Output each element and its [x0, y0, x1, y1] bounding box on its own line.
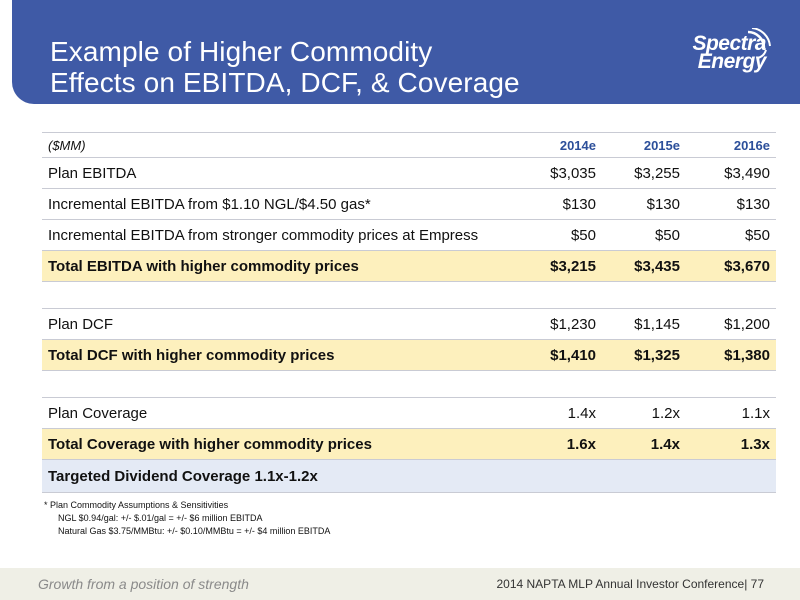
table-header-row: ($MM) 2014e 2015e 2016e [42, 132, 776, 158]
cell-value: $3,490 [686, 157, 776, 189]
cell-value: $1,380 [686, 339, 776, 371]
table-row-incremental-ebitda-ngl-gas: Incremental EBITDA from $1.10 NGL/$4.50 … [42, 188, 776, 220]
column-header-2016e: 2016e [686, 132, 776, 158]
table-spacer-row [42, 370, 776, 398]
footnote-line-2: NGL $0.94/gal: +/- $.01/gal = +/- $6 mil… [58, 513, 263, 523]
column-header-2015e: 2015e [602, 132, 686, 158]
row-label: Plan EBITDA [42, 157, 518, 189]
spectra-energy-logo: Spectra Energy [674, 28, 774, 80]
row-label: Plan DCF [42, 308, 518, 340]
cell-value: $3,670 [686, 250, 776, 282]
financial-table: ($MM) 2014e 2015e 2016e Plan EBITDA $3,0… [42, 132, 776, 493]
row-label: Targeted Dividend Coverage 1.1x-1.2x [42, 459, 776, 493]
cell-value: $1,410 [518, 339, 602, 371]
footnote: * Plan Commodity Assumptions & Sensitivi… [44, 499, 330, 538]
row-label: Total DCF with higher commodity prices [42, 339, 518, 371]
table-row-total-ebitda: Total EBITDA with higher commodity price… [42, 250, 776, 282]
table-row-plan-dcf: Plan DCF $1,230 $1,145 $1,200 [42, 308, 776, 340]
cell-value: 1.4x [518, 397, 602, 429]
conference-page-number: 2014 NAPTA MLP Annual Investor Conferenc… [496, 577, 764, 591]
cell-value: $3,035 [518, 157, 602, 189]
spacer-cell [42, 281, 776, 309]
table-row-incremental-ebitda-empress: Incremental EBITDA from stronger commodi… [42, 219, 776, 251]
row-label: Total Coverage with higher commodity pri… [42, 428, 518, 460]
cell-value: $1,200 [686, 308, 776, 340]
logo-text-energy: Energy [697, 50, 767, 73]
cell-value: 1.1x [686, 397, 776, 429]
cell-value: 1.4x [602, 428, 686, 460]
row-label: Plan Coverage [42, 397, 518, 429]
cell-value: $130 [602, 188, 686, 220]
cell-value: 1.3x [686, 428, 776, 460]
table-row-plan-coverage: Plan Coverage 1.4x 1.2x 1.1x [42, 397, 776, 429]
cell-value: $3,435 [602, 250, 686, 282]
footnote-line-3: Natural Gas $3.75/MMBtu: +/- $0.10/MMBtu… [58, 526, 331, 536]
table-row-total-dcf: Total DCF with higher commodity prices $… [42, 339, 776, 371]
cell-value: 1.6x [518, 428, 602, 460]
cell-value: 1.2x [602, 397, 686, 429]
cell-value: $3,255 [602, 157, 686, 189]
table-row-total-coverage: Total Coverage with higher commodity pri… [42, 428, 776, 460]
cell-value: $1,145 [602, 308, 686, 340]
cell-value: $1,325 [602, 339, 686, 371]
row-label: Incremental EBITDA from $1.10 NGL/$4.50 … [42, 188, 518, 220]
cell-value: $50 [602, 219, 686, 251]
footer-bar: Growth from a position of strength 2014 … [0, 568, 800, 600]
logo-text-spectra: Spectra [692, 32, 766, 55]
tagline: Growth from a position of strength [38, 576, 249, 592]
header-banner: Example of Higher Commodity Effects on E… [12, 0, 800, 104]
cell-value: $50 [518, 219, 602, 251]
logo-arcs-icon [747, 28, 771, 59]
cell-value: $50 [686, 219, 776, 251]
row-label: Total EBITDA with higher commodity price… [42, 250, 518, 282]
cell-value: $1,230 [518, 308, 602, 340]
cell-value: $130 [686, 188, 776, 220]
cell-value: $3,215 [518, 250, 602, 282]
unit-label: ($MM) [42, 132, 518, 158]
row-label: Incremental EBITDA from stronger commodi… [42, 219, 518, 251]
footnote-line-1: * Plan Commodity Assumptions & Sensitivi… [44, 500, 229, 510]
table-row-targeted-dividend-coverage: Targeted Dividend Coverage 1.1x-1.2x [42, 459, 776, 493]
spacer-cell [42, 370, 776, 398]
page-title: Example of Higher Commodity Effects on E… [50, 36, 520, 98]
column-header-2014e: 2014e [518, 132, 602, 158]
table-spacer-row [42, 281, 776, 309]
title-line-2: Effects on EBITDA, DCF, & Coverage [50, 67, 520, 98]
table-row-plan-ebitda: Plan EBITDA $3,035 $3,255 $3,490 [42, 157, 776, 189]
cell-value: $130 [518, 188, 602, 220]
title-line-1: Example of Higher Commodity [50, 36, 433, 67]
